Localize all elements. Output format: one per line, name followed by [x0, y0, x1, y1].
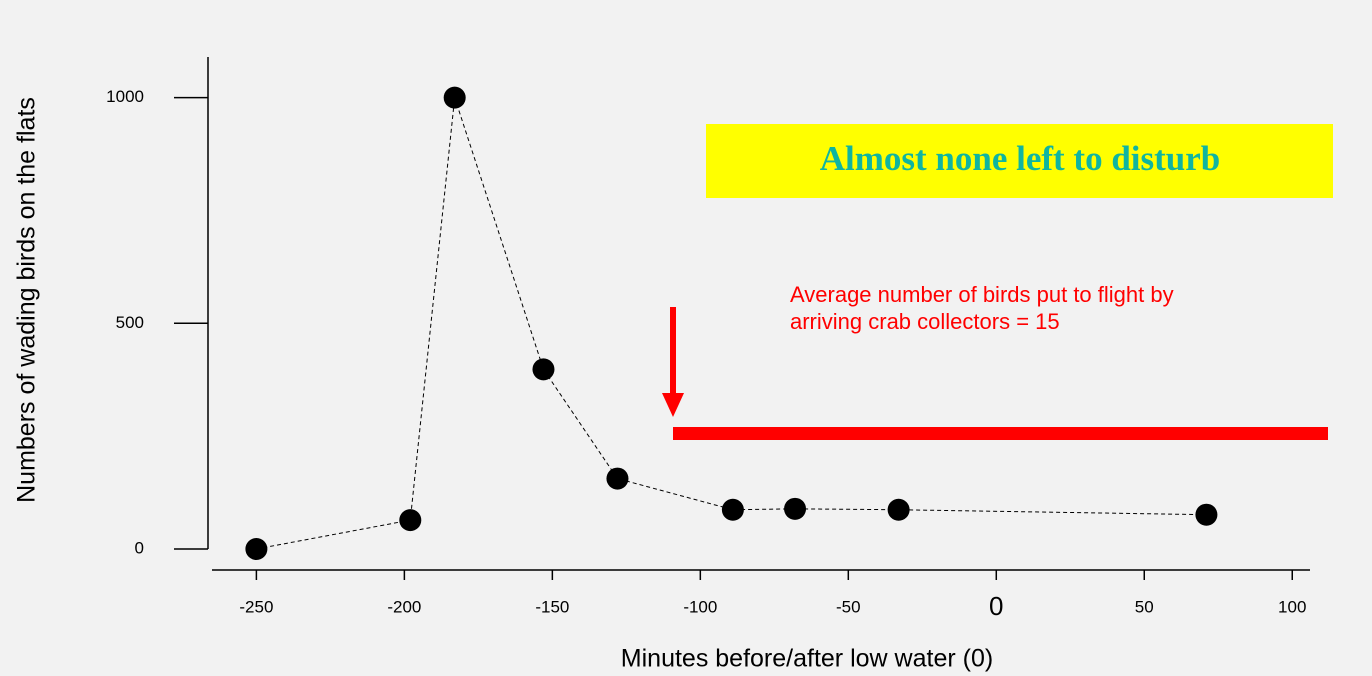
data-point — [721, 498, 744, 521]
y-tick-label: 1000 — [106, 87, 144, 106]
data-point — [606, 467, 629, 490]
x-tick-label: -50 — [836, 597, 861, 616]
callout-box — [706, 124, 1333, 198]
data-point — [245, 538, 268, 560]
x-tick-label: 0 — [989, 591, 1003, 621]
annotation: arriving crab collectors = 15 — [790, 309, 1060, 334]
x-tick-label: -250 — [239, 597, 273, 616]
x-tick-label: -100 — [683, 597, 717, 616]
x-tick-label: -150 — [535, 597, 569, 616]
series-line — [256, 97, 1207, 550]
x-tick-label: 100 — [1278, 597, 1306, 616]
annotation: Average number of birds put to flight by — [790, 282, 1174, 307]
x-axis-label: Minutes before/after low water (0) — [621, 645, 993, 673]
x-tick-label: -200 — [387, 597, 421, 616]
data-point — [784, 497, 807, 520]
data-point — [532, 358, 555, 381]
data-point — [1195, 503, 1218, 526]
data-point — [887, 498, 910, 521]
arrow-head — [662, 393, 684, 417]
y-axis-label: Numbers of wading birds on the flats — [13, 97, 41, 503]
y-tick-label: 0 — [135, 538, 144, 557]
x-tick-label: 50 — [1135, 597, 1154, 616]
data-point — [443, 86, 466, 109]
red-bar — [673, 427, 1328, 440]
y-tick-label: 500 — [116, 313, 144, 332]
data-point — [399, 509, 422, 532]
callout-text: Almost none left to disturb — [820, 139, 1221, 178]
